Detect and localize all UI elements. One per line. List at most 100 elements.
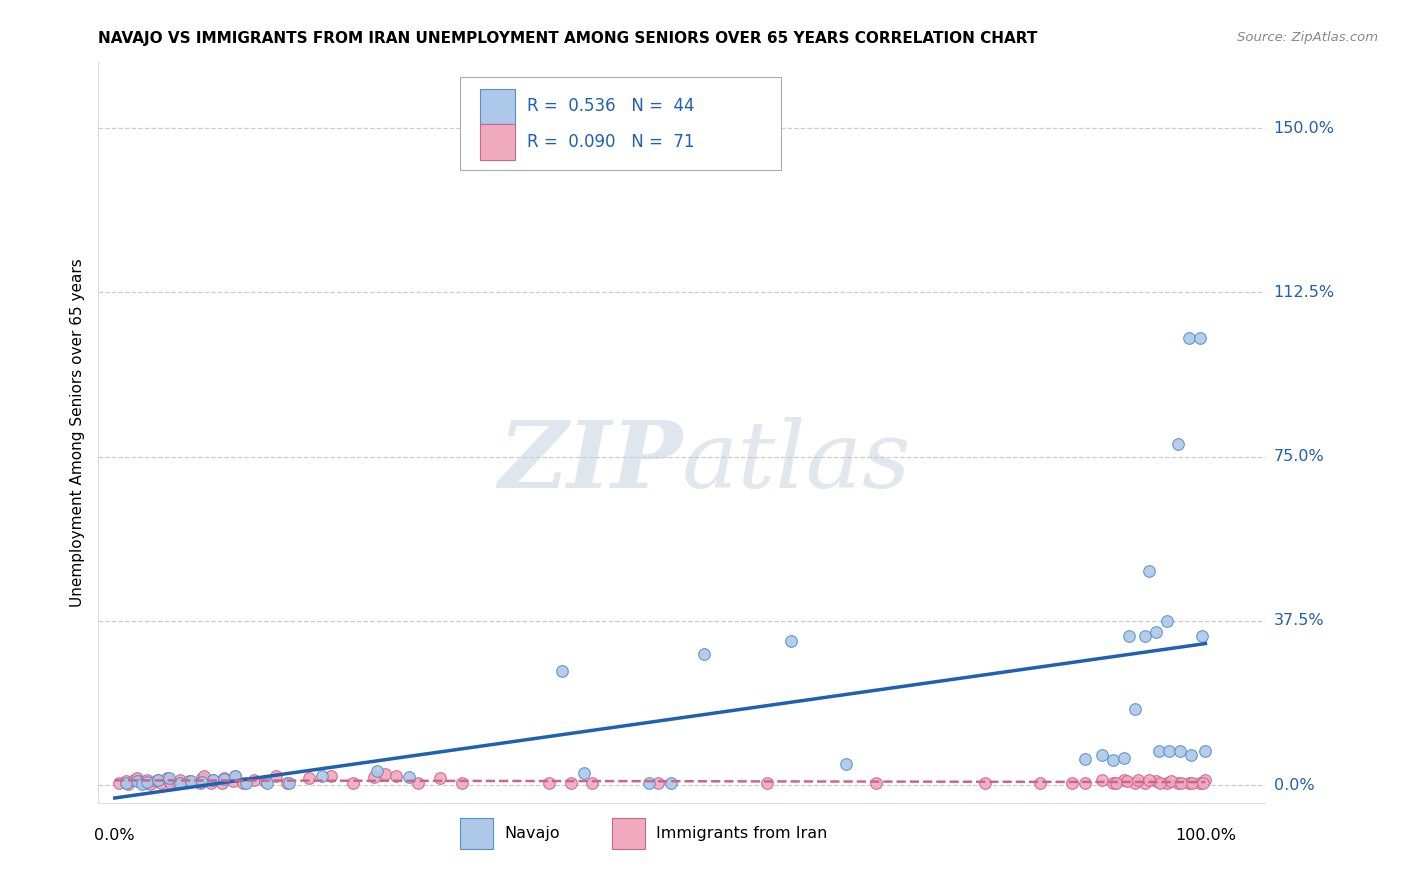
Point — [1181, 775, 1204, 789]
Point — [212, 771, 235, 785]
Point — [450, 775, 472, 789]
Point — [1178, 775, 1201, 789]
Point — [114, 775, 136, 789]
Point — [1194, 773, 1216, 788]
Point — [169, 775, 191, 789]
Point — [243, 773, 266, 788]
Point — [298, 771, 321, 785]
Point — [128, 774, 150, 789]
Point — [1123, 775, 1146, 789]
FancyBboxPatch shape — [460, 78, 782, 169]
Point — [638, 775, 661, 789]
Point — [385, 769, 408, 783]
Point — [780, 633, 803, 648]
Point — [1167, 775, 1189, 789]
Point — [201, 773, 224, 788]
Point — [276, 775, 298, 789]
Text: 112.5%: 112.5% — [1274, 285, 1334, 300]
Point — [1137, 773, 1160, 788]
Text: Immigrants from Iran: Immigrants from Iran — [657, 826, 828, 840]
Point — [406, 775, 429, 789]
Point — [1091, 773, 1114, 788]
Point — [1180, 748, 1202, 763]
Point — [363, 770, 385, 784]
Point — [1101, 753, 1123, 767]
Point — [865, 775, 887, 789]
Point — [145, 774, 167, 789]
Point — [138, 776, 160, 790]
Point — [1178, 331, 1201, 345]
Text: 75.0%: 75.0% — [1274, 450, 1324, 464]
Point — [1160, 774, 1182, 789]
Text: ZIP: ZIP — [498, 417, 682, 508]
Point — [134, 775, 156, 789]
Point — [1137, 564, 1160, 578]
Point — [201, 773, 224, 788]
Point — [1170, 775, 1192, 789]
Point — [693, 647, 716, 661]
Point — [1167, 436, 1189, 450]
Point — [398, 771, 420, 785]
Point — [1168, 744, 1191, 758]
Point — [342, 775, 364, 789]
Point — [1156, 775, 1178, 789]
Point — [1062, 775, 1084, 789]
Text: 0.0%: 0.0% — [94, 828, 135, 843]
Point — [200, 775, 222, 789]
Point — [659, 775, 682, 789]
Point — [1101, 775, 1123, 789]
Point — [224, 769, 246, 783]
Point — [647, 775, 669, 789]
Point — [224, 769, 246, 783]
Point — [157, 771, 180, 785]
Point — [1188, 775, 1211, 789]
Point — [1135, 775, 1157, 789]
Point — [108, 775, 131, 789]
Point — [1147, 744, 1170, 758]
Point — [1112, 750, 1135, 764]
Point — [1192, 775, 1215, 789]
Point — [1126, 773, 1149, 788]
Point — [429, 771, 451, 785]
Point — [1112, 773, 1135, 788]
Text: 0.0%: 0.0% — [1274, 778, 1315, 793]
Point — [136, 774, 159, 789]
Point — [1074, 752, 1097, 766]
Point — [1144, 774, 1167, 789]
Point — [560, 775, 582, 789]
Point — [221, 774, 243, 789]
Point — [581, 775, 603, 789]
Point — [537, 775, 560, 789]
Point — [278, 775, 301, 789]
Point — [1159, 744, 1181, 758]
FancyBboxPatch shape — [479, 88, 515, 124]
Point — [366, 764, 388, 779]
FancyBboxPatch shape — [479, 125, 515, 160]
Y-axis label: Unemployment Among Seniors over 65 years: Unemployment Among Seniors over 65 years — [69, 259, 84, 607]
Point — [156, 771, 179, 785]
Point — [254, 774, 277, 789]
Text: 37.5%: 37.5% — [1274, 614, 1324, 629]
Point — [191, 775, 214, 789]
Point — [160, 776, 183, 790]
Point — [193, 769, 215, 783]
Text: 100.0%: 100.0% — [1175, 828, 1236, 843]
Point — [124, 773, 146, 788]
Point — [177, 774, 200, 789]
Point — [232, 775, 254, 789]
Point — [1105, 775, 1128, 789]
Point — [148, 772, 170, 787]
Point — [149, 775, 172, 789]
Point — [169, 773, 191, 788]
Point — [136, 773, 159, 788]
Point — [235, 775, 257, 789]
Text: Navajo: Navajo — [505, 826, 560, 840]
Text: R =  0.536   N =  44: R = 0.536 N = 44 — [527, 97, 695, 115]
Text: 150.0%: 150.0% — [1274, 120, 1334, 136]
Point — [311, 769, 333, 783]
Point — [157, 774, 180, 789]
Point — [180, 774, 202, 789]
Point — [125, 773, 148, 788]
Point — [211, 775, 233, 789]
Point — [167, 775, 190, 789]
